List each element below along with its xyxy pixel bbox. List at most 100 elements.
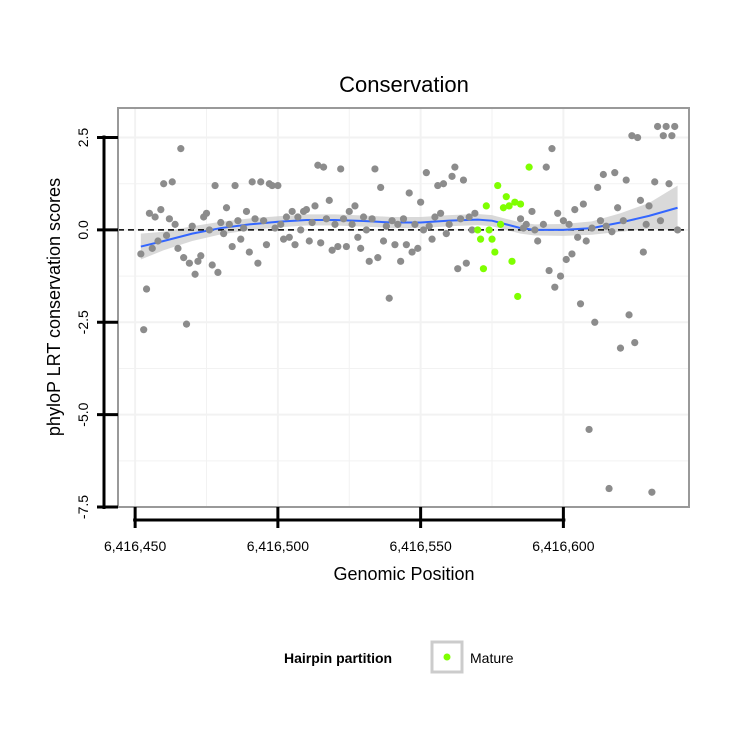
data-point-other bbox=[311, 202, 319, 210]
data-point-other bbox=[308, 218, 316, 227]
y-tick-label: 2.5 bbox=[75, 128, 91, 148]
smooth-trend-line bbox=[140, 206, 678, 248]
data-point-other bbox=[448, 172, 456, 180]
data-point-other bbox=[528, 207, 536, 216]
y-tick-label: 0.0 bbox=[75, 220, 91, 240]
data-point-other bbox=[228, 242, 236, 251]
data-point-other bbox=[462, 259, 470, 267]
data-point-other bbox=[251, 215, 259, 223]
y-axis: 2.5 0.0 -2.5 -5.0 -7.5 bbox=[75, 128, 118, 519]
data-point-other bbox=[471, 209, 479, 217]
points-mature bbox=[474, 163, 533, 301]
data-point-mature bbox=[488, 235, 496, 243]
data-point-other bbox=[222, 204, 231, 212]
data-point-other bbox=[328, 246, 336, 254]
data-point-mature bbox=[479, 265, 488, 273]
panel-border bbox=[117, 107, 690, 508]
data-point-other bbox=[391, 241, 399, 249]
data-point-other bbox=[177, 145, 185, 153]
data-point-other bbox=[354, 233, 362, 241]
data-point-other bbox=[322, 215, 331, 223]
data-point-other bbox=[220, 230, 228, 238]
data-point-other bbox=[437, 209, 445, 217]
data-point-other bbox=[554, 209, 562, 217]
data-point-other bbox=[188, 222, 196, 230]
data-point-other bbox=[231, 181, 239, 190]
data-point-other bbox=[668, 132, 676, 140]
data-point-other bbox=[388, 217, 396, 225]
x-tick-label: 6,416,500 bbox=[247, 538, 309, 554]
data-point-other bbox=[151, 213, 159, 221]
data-point-other bbox=[294, 213, 302, 221]
data-point-other bbox=[162, 231, 171, 240]
data-point-other bbox=[454, 265, 462, 273]
data-point-other bbox=[656, 217, 665, 225]
data-point-other bbox=[582, 237, 590, 245]
data-point-other bbox=[148, 244, 156, 252]
data-point-other bbox=[285, 233, 293, 241]
data-point-mature bbox=[502, 193, 510, 201]
data-point-other bbox=[594, 183, 602, 192]
data-point-other bbox=[359, 213, 368, 221]
data-point-mature bbox=[474, 226, 482, 234]
data-point-other bbox=[551, 283, 559, 291]
data-point-other bbox=[334, 242, 342, 251]
data-point-other bbox=[634, 133, 642, 142]
data-point-other bbox=[522, 220, 530, 228]
data-point-other bbox=[665, 180, 673, 188]
data-point-mature bbox=[499, 204, 508, 212]
data-point-other bbox=[648, 488, 656, 496]
data-point-other bbox=[459, 176, 468, 184]
data-point-other bbox=[237, 235, 245, 243]
data-point-other bbox=[319, 163, 328, 171]
data-point-other bbox=[371, 165, 379, 173]
data-point-other bbox=[351, 202, 359, 210]
data-point-other bbox=[171, 220, 179, 228]
data-point-other bbox=[548, 145, 556, 153]
data-point-other bbox=[545, 266, 553, 275]
data-point-other bbox=[465, 213, 473, 221]
data-point-other bbox=[451, 163, 459, 171]
data-point-other bbox=[616, 344, 625, 352]
data-point-other bbox=[274, 181, 282, 190]
x-tick-label: 6,416,550 bbox=[389, 538, 451, 554]
data-point-other bbox=[645, 202, 653, 210]
data-point-other bbox=[574, 233, 582, 241]
data-point-other bbox=[314, 161, 322, 169]
data-point-other bbox=[434, 181, 442, 190]
data-point-other bbox=[368, 215, 376, 223]
data-point-other bbox=[596, 217, 605, 225]
chart-title: Conservation bbox=[339, 72, 469, 97]
y-tick-label: -5.0 bbox=[75, 402, 91, 426]
data-point-other bbox=[202, 209, 211, 217]
data-point-other bbox=[165, 215, 173, 223]
data-point-other bbox=[425, 222, 433, 230]
data-point-other bbox=[205, 226, 213, 234]
data-point-other bbox=[197, 252, 205, 260]
data-point-other bbox=[291, 241, 299, 249]
data-point-other bbox=[457, 215, 465, 223]
y-tick-label: -7.5 bbox=[75, 495, 91, 519]
data-point-other bbox=[182, 320, 191, 328]
data-point-other bbox=[568, 250, 576, 258]
data-point-other bbox=[180, 254, 188, 262]
data-point-other bbox=[145, 209, 154, 217]
smooth-curve bbox=[140, 206, 678, 248]
data-point-other bbox=[579, 200, 587, 208]
data-point-other bbox=[642, 220, 650, 228]
data-point-other bbox=[531, 226, 539, 234]
data-point-other bbox=[137, 250, 145, 258]
data-point-other bbox=[559, 217, 567, 225]
plot-panel bbox=[117, 107, 690, 508]
data-point-other bbox=[605, 484, 613, 493]
data-point-other bbox=[439, 180, 448, 188]
data-point-other bbox=[154, 237, 162, 245]
data-point-other bbox=[297, 226, 305, 234]
data-point-other bbox=[414, 244, 422, 252]
data-point-other bbox=[539, 220, 547, 228]
data-point-other bbox=[631, 338, 639, 347]
data-point-other bbox=[588, 224, 596, 232]
data-point-other bbox=[651, 178, 659, 186]
data-point-other bbox=[225, 220, 233, 228]
data-point-other bbox=[534, 237, 542, 245]
